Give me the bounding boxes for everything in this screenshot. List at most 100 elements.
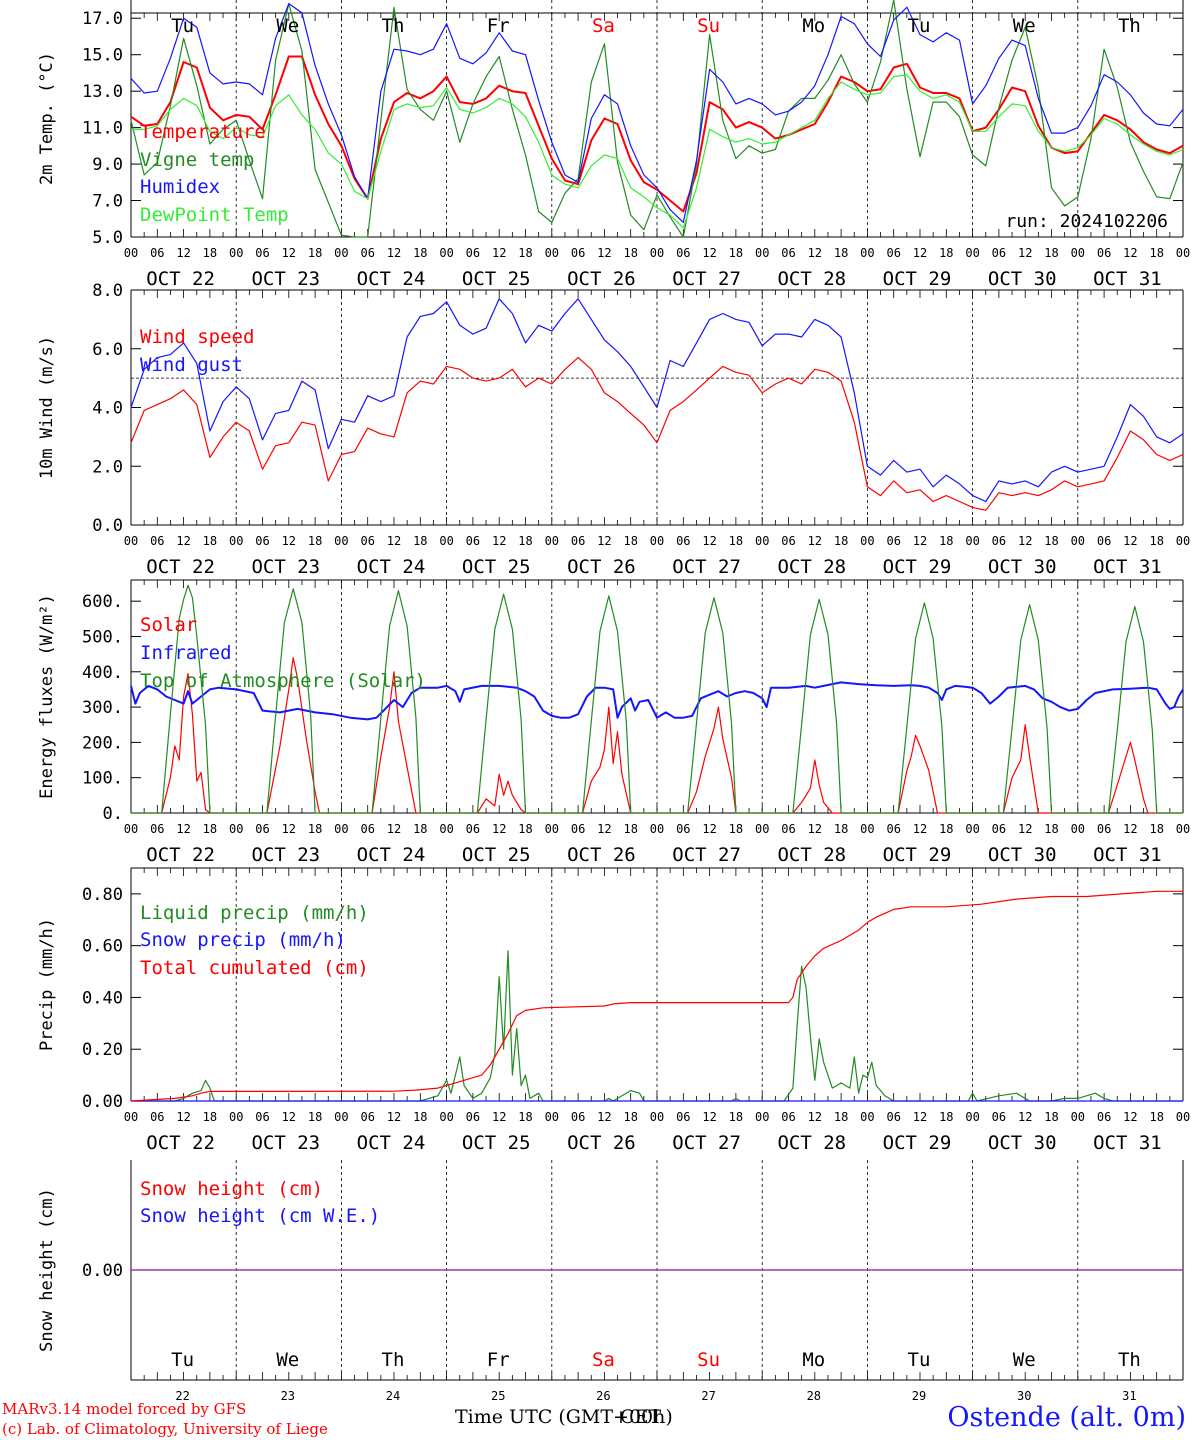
date-label: OCT 29 <box>883 844 952 866</box>
hour-label: 06 <box>1097 1110 1111 1124</box>
hour-label: 00 <box>650 534 664 548</box>
date-label: OCT 31 <box>1093 556 1162 578</box>
hour-label: 12 <box>492 534 506 548</box>
hour-label: 12 <box>1018 534 1032 548</box>
day-name: Th <box>1118 1349 1141 1371</box>
y-tick-label: 0. <box>103 804 123 824</box>
hour-label: 18 <box>1149 246 1163 260</box>
hour-label: 06 <box>676 534 690 548</box>
series-wind-gust <box>130 298 1184 503</box>
hour-label: 00 <box>860 822 874 836</box>
date-label: OCT 28 <box>777 556 846 578</box>
date-label: OCT 24 <box>357 844 426 866</box>
date-label: OCT 30 <box>988 844 1057 866</box>
hour-label: 00 <box>124 246 138 260</box>
hour-label: 06 <box>781 822 795 836</box>
hour-label: 00 <box>1176 246 1190 260</box>
series-total-cumulated-cm <box>130 890 1183 1102</box>
day-name: Fr <box>487 1349 510 1371</box>
hour-label: 06 <box>781 1110 795 1124</box>
hour-label: 06 <box>676 1110 690 1124</box>
legend-entry: Total cumulated (cm) <box>140 957 369 979</box>
panel-3 <box>130 579 1184 814</box>
hour-label: 00 <box>1176 822 1190 836</box>
hour-label: 18 <box>834 534 848 548</box>
hour-label: 18 <box>729 822 743 836</box>
day-name: We <box>1013 1349 1036 1371</box>
y-axis-label: Precip (mm/h) <box>37 918 57 1051</box>
series-infrared <box>130 681 1184 721</box>
day-number: 28 <box>807 1389 821 1403</box>
hour-label: 12 <box>282 1110 296 1124</box>
date-label: OCT 30 <box>988 1132 1057 1154</box>
date-label: OCT 23 <box>251 268 320 290</box>
y-tick-label: 0.20 <box>82 1040 123 1060</box>
hour-label: 06 <box>255 246 269 260</box>
legend-entry: Snow height (cm) <box>140 1178 323 1200</box>
day-name: Th <box>382 1349 405 1371</box>
hour-label: 12 <box>387 534 401 548</box>
legend-entry: Vigne temp <box>140 149 254 171</box>
day-number: 25 <box>491 1389 505 1403</box>
hour-label: 12 <box>597 1110 611 1124</box>
hour-label: 06 <box>466 822 480 836</box>
day-name: Fr <box>487 15 510 37</box>
hour-label: 00 <box>334 1110 348 1124</box>
hour-label: 06 <box>886 822 900 836</box>
y-tick-label: 0.0 <box>92 516 123 536</box>
hour-label: 06 <box>571 534 585 548</box>
hour-label: 06 <box>676 246 690 260</box>
date-label: OCT 26 <box>567 556 636 578</box>
hour-label: 00 <box>334 534 348 548</box>
day-name: Su <box>697 15 720 37</box>
hour-label: 00 <box>439 534 453 548</box>
y-tick-label: 600. <box>82 592 123 612</box>
hour-label: 06 <box>992 246 1006 260</box>
y-tick-label: 13.0 <box>82 82 123 102</box>
y-tick-label: 0.00 <box>82 1092 123 1112</box>
hour-label: 06 <box>255 822 269 836</box>
y-tick-label: 0.80 <box>82 885 123 905</box>
date-label: OCT 28 <box>777 844 846 866</box>
hour-label: 18 <box>413 822 427 836</box>
date-label: OCT 23 <box>251 556 320 578</box>
legend-entry: Infrared <box>140 642 232 664</box>
hour-label: 18 <box>939 1110 953 1124</box>
hour-label: 00 <box>755 534 769 548</box>
date-label: OCT 25 <box>462 1132 531 1154</box>
hour-label: 18 <box>1044 822 1058 836</box>
hour-label: 18 <box>518 822 532 836</box>
date-label: OCT 26 <box>567 1132 636 1154</box>
hour-label: 12 <box>702 246 716 260</box>
hour-label: 00 <box>1071 1110 1085 1124</box>
day-number: 22 <box>175 1389 189 1403</box>
hour-label: 18 <box>518 1110 532 1124</box>
hour-label: 12 <box>913 1110 927 1124</box>
series-vigne-temp <box>130 0 1184 238</box>
day-number: 27 <box>701 1389 715 1403</box>
day-name: Mo <box>802 1349 825 1371</box>
hour-label: 12 <box>808 534 822 548</box>
hour-label: 00 <box>860 1110 874 1124</box>
lab-credit: (c) Lab. of Climatology, University of L… <box>2 1420 328 1438</box>
hour-label: 12 <box>492 822 506 836</box>
hour-label: 18 <box>834 246 848 260</box>
hour-label: 18 <box>1044 246 1058 260</box>
hour-label: 12 <box>282 822 296 836</box>
y-axis-label: Energy fluxes (W/m²) <box>37 594 57 799</box>
date-label: OCT 26 <box>567 268 636 290</box>
hour-label: 06 <box>150 1110 164 1124</box>
date-label: OCT 22 <box>146 844 215 866</box>
hour-label: 00 <box>334 822 348 836</box>
hour-label: 06 <box>781 246 795 260</box>
series-dewpoint-temp <box>131 74 1184 229</box>
hour-label: 06 <box>255 1110 269 1124</box>
date-label: OCT 24 <box>357 556 426 578</box>
series-top-of-atmosphere-solar <box>131 584 1183 814</box>
hour-label: 12 <box>702 534 716 548</box>
day-name: We <box>1013 15 1036 37</box>
hour-label: 00 <box>1176 1110 1190 1124</box>
hour-label: 00 <box>545 534 559 548</box>
legend-entry: DewPoint Temp <box>140 204 289 226</box>
date-label: OCT 28 <box>777 1132 846 1154</box>
